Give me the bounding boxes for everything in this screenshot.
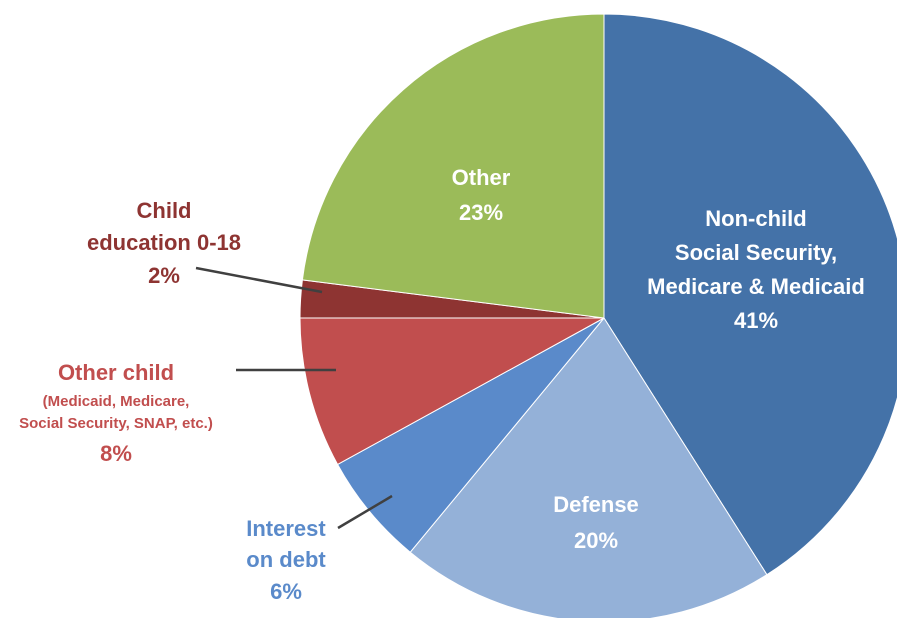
pie-slices: [299, 13, 897, 618]
slice-label-line: Interest: [246, 516, 326, 541]
slice-label: Other child (Medicaid, Medicare, Social Se…: [19, 360, 213, 466]
slice-label-line: Other: [452, 165, 511, 190]
leader-line: [337, 494, 393, 530]
slice-label-line: Child: [137, 198, 192, 223]
slice-label: Defense 20%: [553, 492, 639, 553]
slice-label-line: Defense: [553, 492, 639, 517]
slice-label-line: Medicare & Medicaid: [647, 274, 865, 299]
slice-label-line: education 0-18: [87, 230, 241, 255]
pie-slice: [299, 317, 605, 466]
slice-label: Other 23%: [452, 165, 511, 225]
slice-label-line: 2%: [148, 263, 180, 288]
slice-label-line: 41%: [734, 308, 778, 333]
slice-label-line: 20%: [574, 528, 618, 553]
slice-label-line: Other child: [58, 360, 174, 385]
pie-slice: [603, 13, 897, 576]
leader-line: [195, 266, 323, 294]
slice-label-line: (Medicaid, Medicare,: [43, 393, 190, 410]
slice-label-line: 23%: [459, 200, 503, 225]
slice-label: Non-child Social Security, Medicare & Medi…: [647, 206, 865, 333]
pie-slice: [409, 317, 768, 618]
slice-label-line: Social Security, SNAP, etc.): [19, 415, 213, 432]
slice-label-line: Non-child: [705, 206, 806, 231]
leader-lines: [195, 266, 393, 530]
slice-label-line: 6%: [270, 579, 302, 604]
slice-label-line: on debt: [246, 547, 326, 572]
slice-label-line: Social Security,: [675, 240, 837, 265]
pie-slice: [301, 13, 605, 319]
slice-labels: Non-child Social Security, Medicare & Medi…: [19, 165, 865, 604]
slice-label: Interest on debt 6%: [246, 516, 326, 604]
slice-label-line: 8%: [100, 441, 132, 466]
slice-label: Child education 0-18 2%: [87, 198, 241, 288]
